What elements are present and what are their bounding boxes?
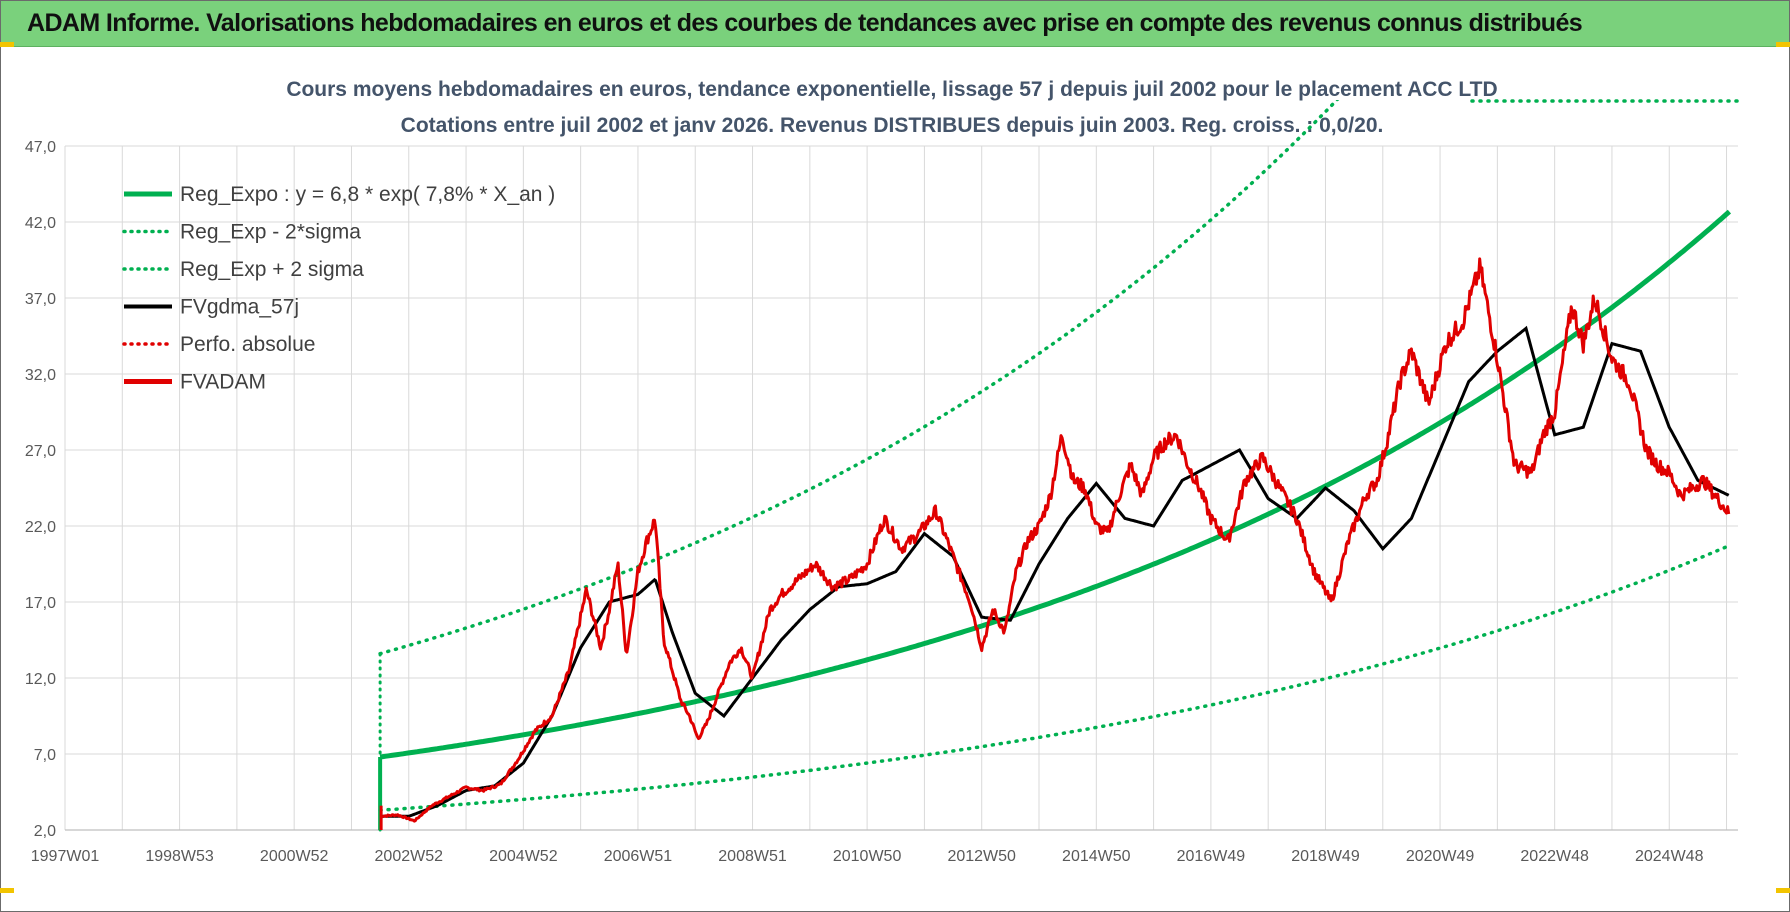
chart-title-line2: Cotations entre juil 2002 et janv 2026. … xyxy=(401,114,1384,137)
x-tick-label: 1997W01 xyxy=(31,848,100,865)
legend-label-perf: Perfo. absolue xyxy=(180,333,315,356)
y-tick-label: 27,0 xyxy=(25,443,56,460)
y-tick-label: 37,0 xyxy=(25,291,56,308)
legend: Reg_Expo : y = 6,8 * exp( 7,8% * X_an ) R… xyxy=(122,183,555,394)
legend-label-sma: FVgdma_57j xyxy=(180,296,299,319)
y-tick-label: 42,0 xyxy=(25,215,56,232)
report-title: ADAM Informe. Valorisations hebdomadaire… xyxy=(27,9,1583,37)
legend-label-price: FVADAM xyxy=(180,371,266,394)
x-tick-label: 2010W50 xyxy=(833,848,902,865)
y-tick-label: 47,0 xyxy=(25,139,56,156)
legend-label-reg: Reg_Expo : y = 6,8 * exp( 7,8% * X_an ) xyxy=(180,183,555,206)
corner-mark xyxy=(1776,42,1790,47)
x-tick-label: 2002W52 xyxy=(375,848,444,865)
series-reg-exp-minus-2sigma xyxy=(378,543,1732,812)
x-axis: 1997W01 1998W53 2000W52 2002W52 2004W52 2006W… xyxy=(31,848,1704,865)
x-tick-label: 2014W50 xyxy=(1062,848,1131,865)
series-layer xyxy=(378,99,1740,832)
y-tick-label: 12,0 xyxy=(25,671,56,688)
chart-title-line1: Cours moyens hebdomadaires en euros, ten… xyxy=(286,78,1497,101)
legend-label-high: Reg_Exp + 2 sigma xyxy=(180,258,364,281)
x-tick-label: 2000W52 xyxy=(260,848,329,865)
y-tick-label: 17,0 xyxy=(25,595,56,612)
x-tick-label: 2012W50 xyxy=(947,848,1016,865)
legend-label-low: Reg_Exp - 2*sigma xyxy=(180,221,361,244)
y-tick-label: 2,0 xyxy=(34,823,56,840)
series-fvadam xyxy=(379,257,1731,823)
series-reg-exp-plus-2sigma xyxy=(378,100,1340,656)
x-tick-label: 2004W52 xyxy=(489,848,558,865)
grid xyxy=(64,145,1738,831)
x-tick-label: 2020W49 xyxy=(1406,848,1475,865)
x-tick-label: 2018W49 xyxy=(1291,848,1360,865)
x-tick-label: 1998W53 xyxy=(145,848,214,865)
y-axis: 2,0 7,0 12,0 17,0 22,0 27,0 32,0 37,0 42,0 47,0 xyxy=(25,139,56,840)
report-banner: ADAM Informe. Valorisations hebdomadaire… xyxy=(1,1,1789,47)
corner-mark xyxy=(1776,888,1790,893)
x-tick-label: 2016W49 xyxy=(1177,848,1246,865)
x-tick-label: 2008W51 xyxy=(718,848,787,865)
corner-mark xyxy=(0,888,14,893)
y-tick-label: 7,0 xyxy=(34,747,56,764)
series-fvgdma-57j xyxy=(380,325,1730,818)
x-tick-label: 2024W48 xyxy=(1635,848,1704,865)
y-tick-label: 32,0 xyxy=(25,367,56,384)
y-tick-label: 22,0 xyxy=(25,519,56,536)
x-tick-label: 2006W51 xyxy=(604,848,673,865)
series-reg-expo xyxy=(379,209,1732,760)
corner-mark xyxy=(0,42,14,47)
x-tick-label: 2022W48 xyxy=(1520,848,1589,865)
